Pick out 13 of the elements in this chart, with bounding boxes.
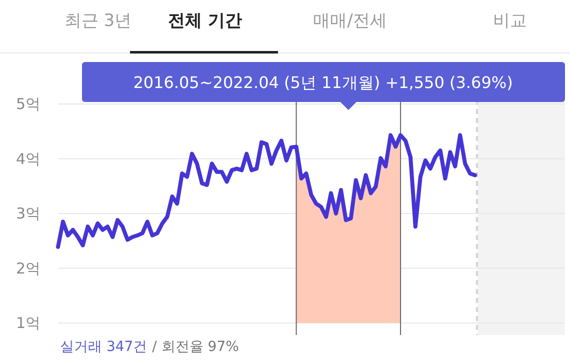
text: 최근 3년 — [64, 11, 132, 31]
text: 매매/전세 — [313, 11, 387, 31]
y-tick-label: 1억 — [16, 314, 41, 332]
text: 실거래 347건 — [60, 339, 148, 355]
text: 전체 기간 — [168, 11, 242, 31]
line-series — [56, 133, 477, 249]
y-tick-label: 5억 — [16, 95, 41, 113]
y-tick-label: 3억 — [16, 204, 41, 222]
y-tick-label: 4억 — [16, 150, 41, 168]
text: / 회전율 97% — [152, 339, 239, 355]
text: 비교 — [493, 11, 527, 31]
y-tick-label: 2억 — [16, 259, 41, 278]
text: 2016.05~2022.04 (5년 11개월) +1,550 (3.69%) — [133, 73, 513, 92]
